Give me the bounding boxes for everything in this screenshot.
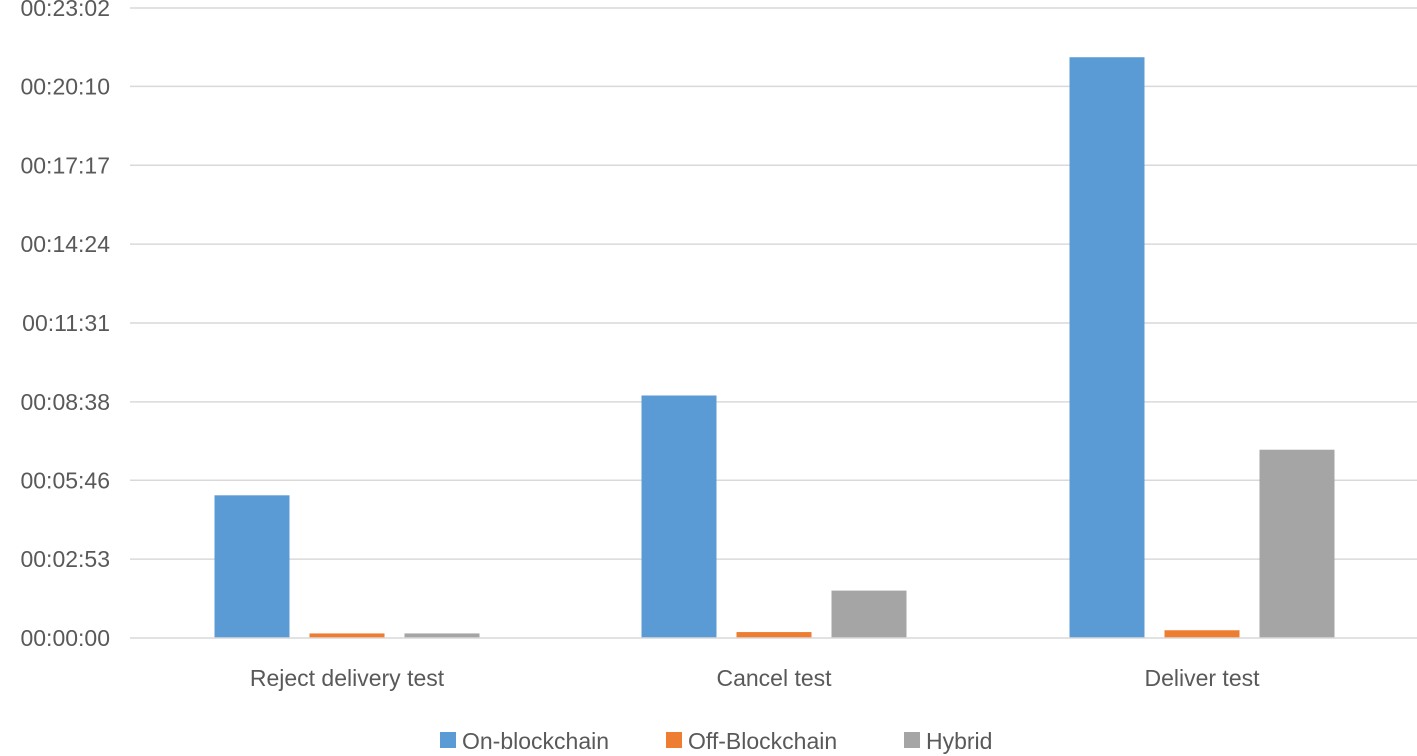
legend-swatch-off-blockchain bbox=[666, 732, 682, 748]
y-tick-label: 00:23:02 bbox=[20, 0, 110, 21]
legend-swatch-on-blockchain bbox=[440, 732, 456, 748]
y-tick-label: 00:08:38 bbox=[20, 389, 110, 415]
y-tick-label: 00:05:46 bbox=[20, 467, 110, 493]
bar-hybrid-1 bbox=[831, 590, 907, 638]
bar-off-blockchain-2 bbox=[1164, 630, 1240, 638]
legend-label-off-blockchain: Off-Blockchain bbox=[688, 728, 837, 754]
bars bbox=[214, 57, 1335, 639]
y-tick-label: 00:17:17 bbox=[20, 152, 110, 178]
y-axis-tick-labels: 00:00:00 00:02:53 00:05:46 00:08:38 00:11:31… bbox=[20, 0, 110, 651]
category-label-1: Cancel test bbox=[716, 665, 832, 691]
y-tick-label: 00:11:31 bbox=[22, 310, 110, 336]
gridlines bbox=[130, 7, 1417, 560]
y-tick-label: 00:00:00 bbox=[20, 625, 110, 651]
bar-on-blockchain-2 bbox=[1069, 57, 1145, 639]
bar-hybrid-0 bbox=[404, 633, 480, 638]
bar-on-blockchain-1 bbox=[641, 395, 717, 638]
category-label-0: Reject delivery test bbox=[250, 665, 445, 691]
x-axis-category-labels: Reject delivery test Cancel test Deliver… bbox=[250, 665, 1260, 691]
bar-off-blockchain-0 bbox=[309, 633, 385, 638]
bar-hybrid-2 bbox=[1259, 449, 1335, 638]
category-label-2: Deliver test bbox=[1144, 665, 1260, 691]
legend-label-hybrid: Hybrid bbox=[926, 728, 992, 754]
legend-swatch-hybrid bbox=[904, 732, 920, 748]
legend-label-on-blockchain: On-blockchain bbox=[462, 728, 609, 754]
y-tick-label: 00:14:24 bbox=[20, 231, 110, 257]
legend: On-blockchain Off-Blockchain Hybrid bbox=[440, 728, 992, 754]
y-tick-label: 00:02:53 bbox=[20, 546, 110, 572]
bar-off-blockchain-1 bbox=[736, 632, 812, 638]
y-tick-label: 00:20:10 bbox=[20, 73, 110, 99]
bar-on-blockchain-0 bbox=[214, 495, 290, 638]
